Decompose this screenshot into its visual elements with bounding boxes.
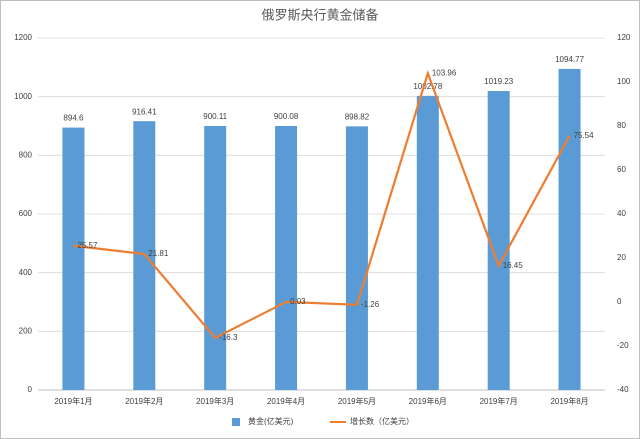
bar bbox=[416, 95, 439, 390]
y2-tick-label: 60 bbox=[617, 165, 626, 174]
bar bbox=[345, 126, 368, 390]
x-tick-label: 2019年7月 bbox=[480, 396, 518, 406]
line-value-label: 103.96 bbox=[432, 68, 457, 77]
line-value-label: 16.45 bbox=[503, 261, 524, 270]
bar bbox=[558, 68, 581, 391]
x-tick-label: 2019年2月 bbox=[125, 396, 163, 406]
y2-tick-label: 0 bbox=[617, 297, 622, 306]
y2-tick-label: 80 bbox=[617, 121, 626, 130]
line-value-label: 75.54 bbox=[574, 131, 595, 140]
y-tick-label: 1200 bbox=[14, 33, 32, 42]
x-tick-label: 2019年1月 bbox=[54, 396, 92, 406]
y-tick-label: 400 bbox=[19, 268, 33, 277]
legend-label: 黄金(亿美元) bbox=[248, 416, 294, 426]
y2-tick-label: -20 bbox=[617, 341, 629, 350]
y-tick-label: 1000 bbox=[14, 92, 32, 101]
y2-tick-label: 40 bbox=[617, 209, 626, 218]
y2-tick-label: 120 bbox=[617, 33, 631, 42]
bar-value-label: 894.6 bbox=[63, 114, 84, 123]
x-tick-label: 2019年4月 bbox=[267, 396, 305, 406]
bar-value-label: 900.11 bbox=[203, 112, 227, 121]
bar-value-label: 1019.23 bbox=[484, 77, 513, 86]
legend-label: 增长数（亿美元） bbox=[350, 416, 414, 426]
y-tick-label: 800 bbox=[19, 150, 33, 159]
y2-tick-label: -40 bbox=[617, 385, 629, 394]
y-tick-label: 200 bbox=[19, 326, 33, 335]
x-tick-label: 2019年6月 bbox=[409, 396, 447, 406]
line-value-label: 25.57 bbox=[77, 241, 98, 250]
line bbox=[73, 69, 571, 340]
bar-value-label: 1002.78 bbox=[413, 82, 442, 91]
x-tick-label: 2019年8月 bbox=[550, 396, 588, 406]
y-tick-label: 0 bbox=[28, 385, 33, 394]
line-value-label: 21.81 bbox=[148, 249, 169, 258]
legend-swatch bbox=[232, 418, 240, 426]
bar-value-label: 916.41 bbox=[132, 107, 157, 116]
y2-tick-label: 100 bbox=[617, 77, 631, 86]
x-tick-label: 2019年5月 bbox=[338, 396, 376, 406]
line-value-label: -16.3 bbox=[219, 333, 238, 342]
bar bbox=[204, 125, 227, 390]
bar-value-label: 1094.77 bbox=[555, 55, 584, 64]
bar bbox=[275, 125, 298, 390]
x-tick-label: 2019年3月 bbox=[196, 396, 234, 406]
chart-title: 俄罗斯央行黄金储备 bbox=[261, 7, 378, 22]
bar bbox=[62, 127, 85, 391]
bar bbox=[487, 91, 510, 390]
bar-value-label: 898.82 bbox=[345, 112, 370, 121]
y-tick-label: 600 bbox=[19, 209, 33, 218]
bar-value-label: 900.08 bbox=[274, 112, 299, 121]
y2-tick-label: 20 bbox=[617, 253, 626, 262]
line-value-label: -1.26 bbox=[361, 300, 380, 309]
line-value-label: 0.03 bbox=[290, 297, 306, 306]
